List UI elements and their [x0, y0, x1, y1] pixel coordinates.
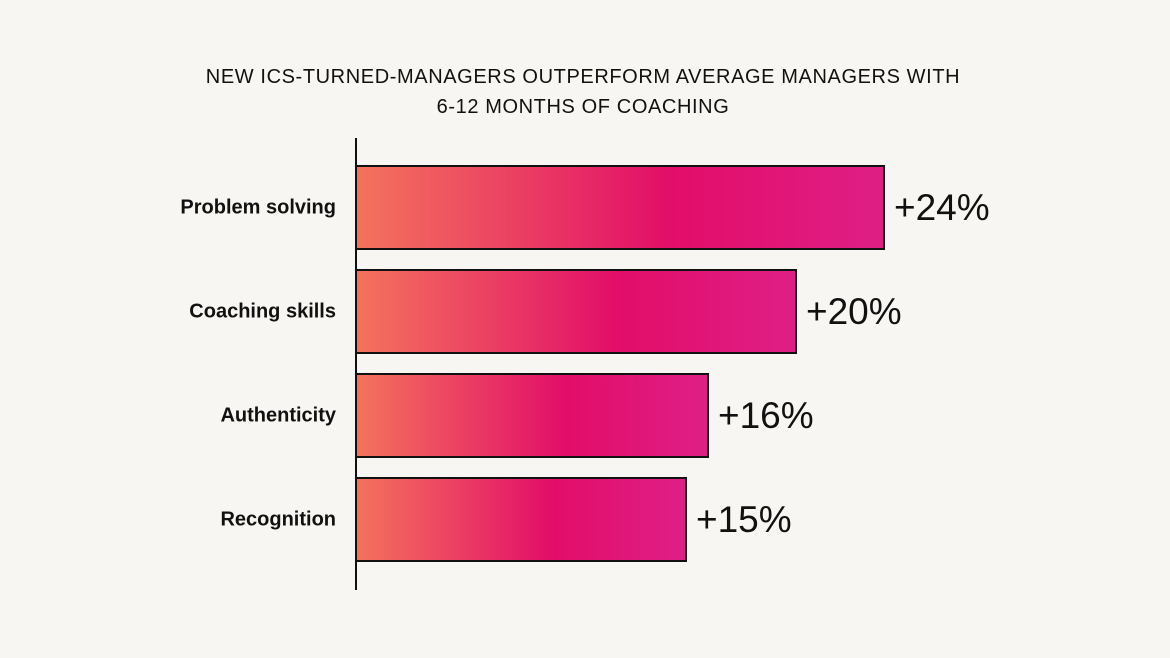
data-label: +16% — [718, 395, 814, 436]
category-label: Coaching skills — [189, 301, 336, 323]
data-label: +20% — [806, 291, 902, 332]
chart-title-line-2: 6-12 MONTHS OF COACHING — [436, 96, 730, 118]
category-label: Authenticity — [220, 405, 336, 427]
bar-recognition — [355, 477, 687, 562]
bar-problem-solving — [355, 165, 885, 250]
chart-title: NEW ICS-TURNED-MANAGERS OUTPERFORM AVERA… — [0, 62, 1166, 122]
category-label: Problem solving — [180, 197, 336, 219]
bar-authenticity — [355, 373, 709, 458]
data-label: +15% — [696, 499, 792, 540]
bars-layer: Problem solving +24% Coaching skills +20% Au… — [180, 165, 990, 562]
category-label: Recognition — [220, 509, 336, 531]
chart-title-line-1: NEW ICS-TURNED-MANAGERS OUTPERFORM AVERA… — [205, 66, 961, 88]
data-label: +24% — [894, 187, 990, 228]
bar-coaching-skills — [355, 269, 797, 354]
